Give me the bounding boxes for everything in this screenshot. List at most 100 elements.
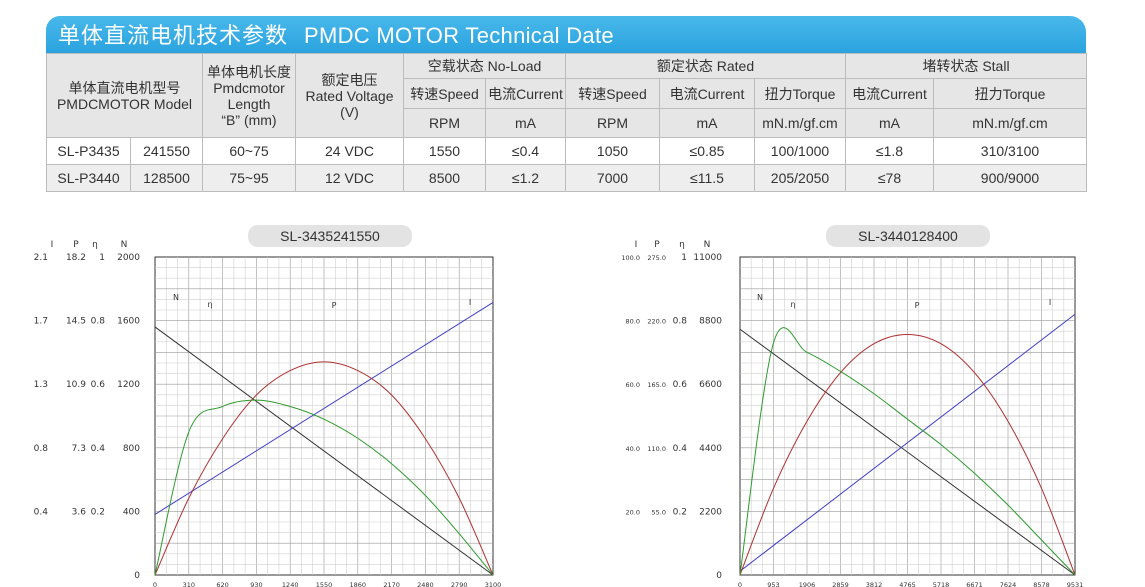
y-tick-label: 1 xyxy=(681,253,687,263)
cell-model: SL-P3440 xyxy=(46,164,131,192)
y-tick-label: 165.0 xyxy=(647,381,666,389)
y-tick-label: 80.0 xyxy=(626,318,640,326)
col-length-cn: 单体电机长度 xyxy=(207,63,291,80)
col-voltage-header: 额定电压 Rated Voltage (V) xyxy=(295,53,404,138)
axis-head-label: P xyxy=(73,240,79,250)
series-line-eta xyxy=(739,327,1076,576)
col-length-en1: Pmdcmotor xyxy=(213,79,285,96)
cell-length: 60~75 xyxy=(202,137,296,165)
curve-label-N: N xyxy=(173,293,179,302)
axis-head-label: P xyxy=(654,240,660,250)
header-title-cn: 单体直流电机技术参数 xyxy=(58,23,289,48)
cell-nl-speed: 8500 xyxy=(403,164,486,192)
cell-length: 75~95 xyxy=(202,164,296,192)
x-tick-label: 620 xyxy=(216,581,228,587)
axis-head-label: η xyxy=(679,240,685,250)
y-tick-label: 2.1 xyxy=(34,253,48,263)
cell-nl-current: ≤0.4 xyxy=(485,137,566,165)
y-tick-label: 100.0 xyxy=(621,254,640,262)
unit-header: RPM xyxy=(403,108,486,138)
series-line-P xyxy=(739,333,1076,576)
y-tick-label: 0.4 xyxy=(34,507,49,517)
cell-s-torque: 310/3100 xyxy=(933,137,1087,165)
sub-header: 扭力Torque xyxy=(754,78,846,109)
y-tick-label: 0.2 xyxy=(91,507,105,517)
y-tick-label: 8800 xyxy=(699,317,722,327)
unit-header: mN.m/gf.cm xyxy=(933,108,1087,138)
header-title-en: PMDC MOTOR Technical Date xyxy=(304,23,614,48)
unit-header: mA xyxy=(845,108,934,138)
y-tick-label: 800 xyxy=(123,444,140,454)
x-tick-label: 0 xyxy=(738,581,742,587)
group-stall: 堵转状态 Stall xyxy=(845,53,1087,79)
table-row: SL-P3435 241550 60~75 24 VDC 1550 ≤0.4 1… xyxy=(46,137,1087,165)
series-line-eta xyxy=(154,399,494,576)
axis-head-label: I xyxy=(51,240,54,250)
axis-head-label: N xyxy=(704,240,711,250)
x-tick-label: 8578 xyxy=(1033,581,1050,587)
col-model-cn: 单体直流电机型号 xyxy=(68,79,181,96)
col-voltage-unit: (V) xyxy=(340,103,359,120)
y-tick-label: 275.0 xyxy=(647,254,666,262)
y-tick-label: 1.3 xyxy=(34,380,48,390)
sub-header: 电流Current xyxy=(845,78,934,109)
series-line-N xyxy=(154,326,494,576)
y-tick-label: 60.0 xyxy=(626,381,640,389)
y-tick-label: 0.4 xyxy=(91,444,106,454)
cell-r-torque: 205/2050 xyxy=(754,164,846,192)
y-tick-label: 1.7 xyxy=(34,317,48,327)
unit-header: mN.m/gf.cm xyxy=(754,108,846,138)
x-tick-label: 6671 xyxy=(966,581,983,587)
cell-nl-current: ≤1.2 xyxy=(485,164,566,192)
axis-head-label: I xyxy=(635,240,638,250)
series-line-I xyxy=(739,313,1076,572)
series-line-N xyxy=(739,328,1076,576)
x-tick-label: 1906 xyxy=(799,581,816,587)
col-length-en2: Length xyxy=(227,95,271,112)
y-tick-label: 14.5 xyxy=(66,317,86,327)
curve-label-N: N xyxy=(757,293,763,302)
cell-code: 241550 xyxy=(130,137,203,165)
curve-label-eta: η xyxy=(207,300,212,309)
x-tick-label: 2859 xyxy=(832,581,849,587)
y-tick-label: 18.2 xyxy=(66,253,86,263)
sub-header: 转速Speed xyxy=(565,78,660,109)
x-tick-label: 3100 xyxy=(485,581,502,587)
sub-header: 扭力Torque xyxy=(933,78,1087,109)
col-length-en3: “B” (mm) xyxy=(221,111,277,128)
x-tick-label: 3812 xyxy=(866,581,883,587)
cell-r-current: ≤11.5 xyxy=(659,164,755,192)
chart-title: SL-3435241550 xyxy=(248,225,412,247)
y-tick-label: 0.8 xyxy=(673,317,688,327)
x-tick-label: 4765 xyxy=(899,581,916,587)
cell-r-current: ≤0.85 xyxy=(659,137,755,165)
y-tick-label: 6600 xyxy=(699,380,722,390)
y-tick-label: 55.0 xyxy=(652,508,666,516)
cell-s-current: ≤1.8 xyxy=(845,137,934,165)
y-tick-label: 0.2 xyxy=(673,507,687,517)
x-tick-label: 5718 xyxy=(933,581,950,587)
y-tick-label: 4400 xyxy=(699,444,722,454)
y-tick-label: 3.6 xyxy=(72,507,87,517)
y-tick-label: 1600 xyxy=(117,317,140,327)
spec-header: 单体直流电机技术参数 PMDC MOTOR Technical Date xyxy=(46,16,1086,53)
y-tick-label: 1 xyxy=(99,253,105,263)
y-tick-label: 40.0 xyxy=(626,445,640,453)
group-noload: 空载状态 No-Load xyxy=(403,53,566,79)
cell-voltage: 12 VDC xyxy=(295,164,404,192)
x-tick-label: 310 xyxy=(183,581,195,587)
sub-header: 电流Current xyxy=(485,78,566,109)
y-tick-label: 220.0 xyxy=(647,318,666,326)
y-tick-label: 20.0 xyxy=(626,508,640,516)
y-tick-label: 0.8 xyxy=(34,444,49,454)
col-voltage-cn: 额定电压 xyxy=(321,71,378,88)
curve-label-P: P xyxy=(915,301,920,310)
y-tick-label: 110.0 xyxy=(647,445,666,453)
cell-s-current: ≤78 xyxy=(845,164,934,192)
unit-header: RPM xyxy=(565,108,660,138)
y-tick-label: 2200 xyxy=(699,507,722,517)
col-voltage-en: Rated Voltage xyxy=(305,87,394,104)
x-tick-label: 1240 xyxy=(282,581,299,587)
x-tick-label: 2170 xyxy=(383,581,400,587)
